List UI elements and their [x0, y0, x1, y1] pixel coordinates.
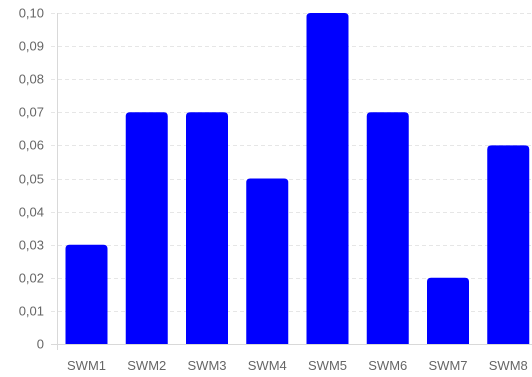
y-tick-label: 0,07 [19, 105, 44, 120]
y-tick-label: 0,03 [19, 238, 44, 253]
y-tick-label: 0,08 [19, 72, 44, 87]
x-tick-label: SWM7 [429, 358, 468, 373]
x-tick-label: SWM3 [188, 358, 227, 373]
x-tick-label: SWM5 [308, 358, 347, 373]
bar-swm4[interactable] [246, 178, 289, 345]
x-tick-label: SWM8 [489, 358, 528, 373]
y-axis-ticks: 0 0,01 0,02 0,03 0,04 0,05 0,06 0,07 0,08 0,09 0,1… [19, 6, 44, 352]
bars [65, 13, 530, 345]
bar-swm6[interactable] [366, 112, 409, 344]
y-tick-label: 0 [37, 337, 44, 352]
y-tick-label: 0,01 [19, 304, 44, 319]
bar-swm1[interactable] [65, 244, 108, 344]
bar-swm2[interactable] [125, 112, 168, 344]
y-tick-label: 0,05 [19, 172, 44, 187]
bar-swm5[interactable] [306, 13, 349, 344]
x-tick-label: SWM4 [248, 358, 287, 373]
x-tick-label: SWM6 [368, 358, 407, 373]
x-tick-label: SWM1 [67, 358, 106, 373]
x-axis-ticks: SWM1 SWM2 SWM3 SWM4 SWM5 SWM6 SWM7 SWM8 [67, 358, 528, 373]
y-tick-label: 0,04 [19, 205, 44, 220]
bar-swm8[interactable] [487, 145, 530, 344]
x-tick-label: SWM2 [127, 358, 166, 373]
bar-swm3[interactable] [186, 112, 228, 344]
bar-swm7[interactable] [427, 277, 469, 344]
y-tick-label: 0,06 [19, 138, 44, 153]
y-tick-label: 0,09 [19, 39, 44, 54]
y-tick-label: 0,10 [19, 6, 44, 21]
y-tick-label: 0,02 [19, 271, 44, 286]
